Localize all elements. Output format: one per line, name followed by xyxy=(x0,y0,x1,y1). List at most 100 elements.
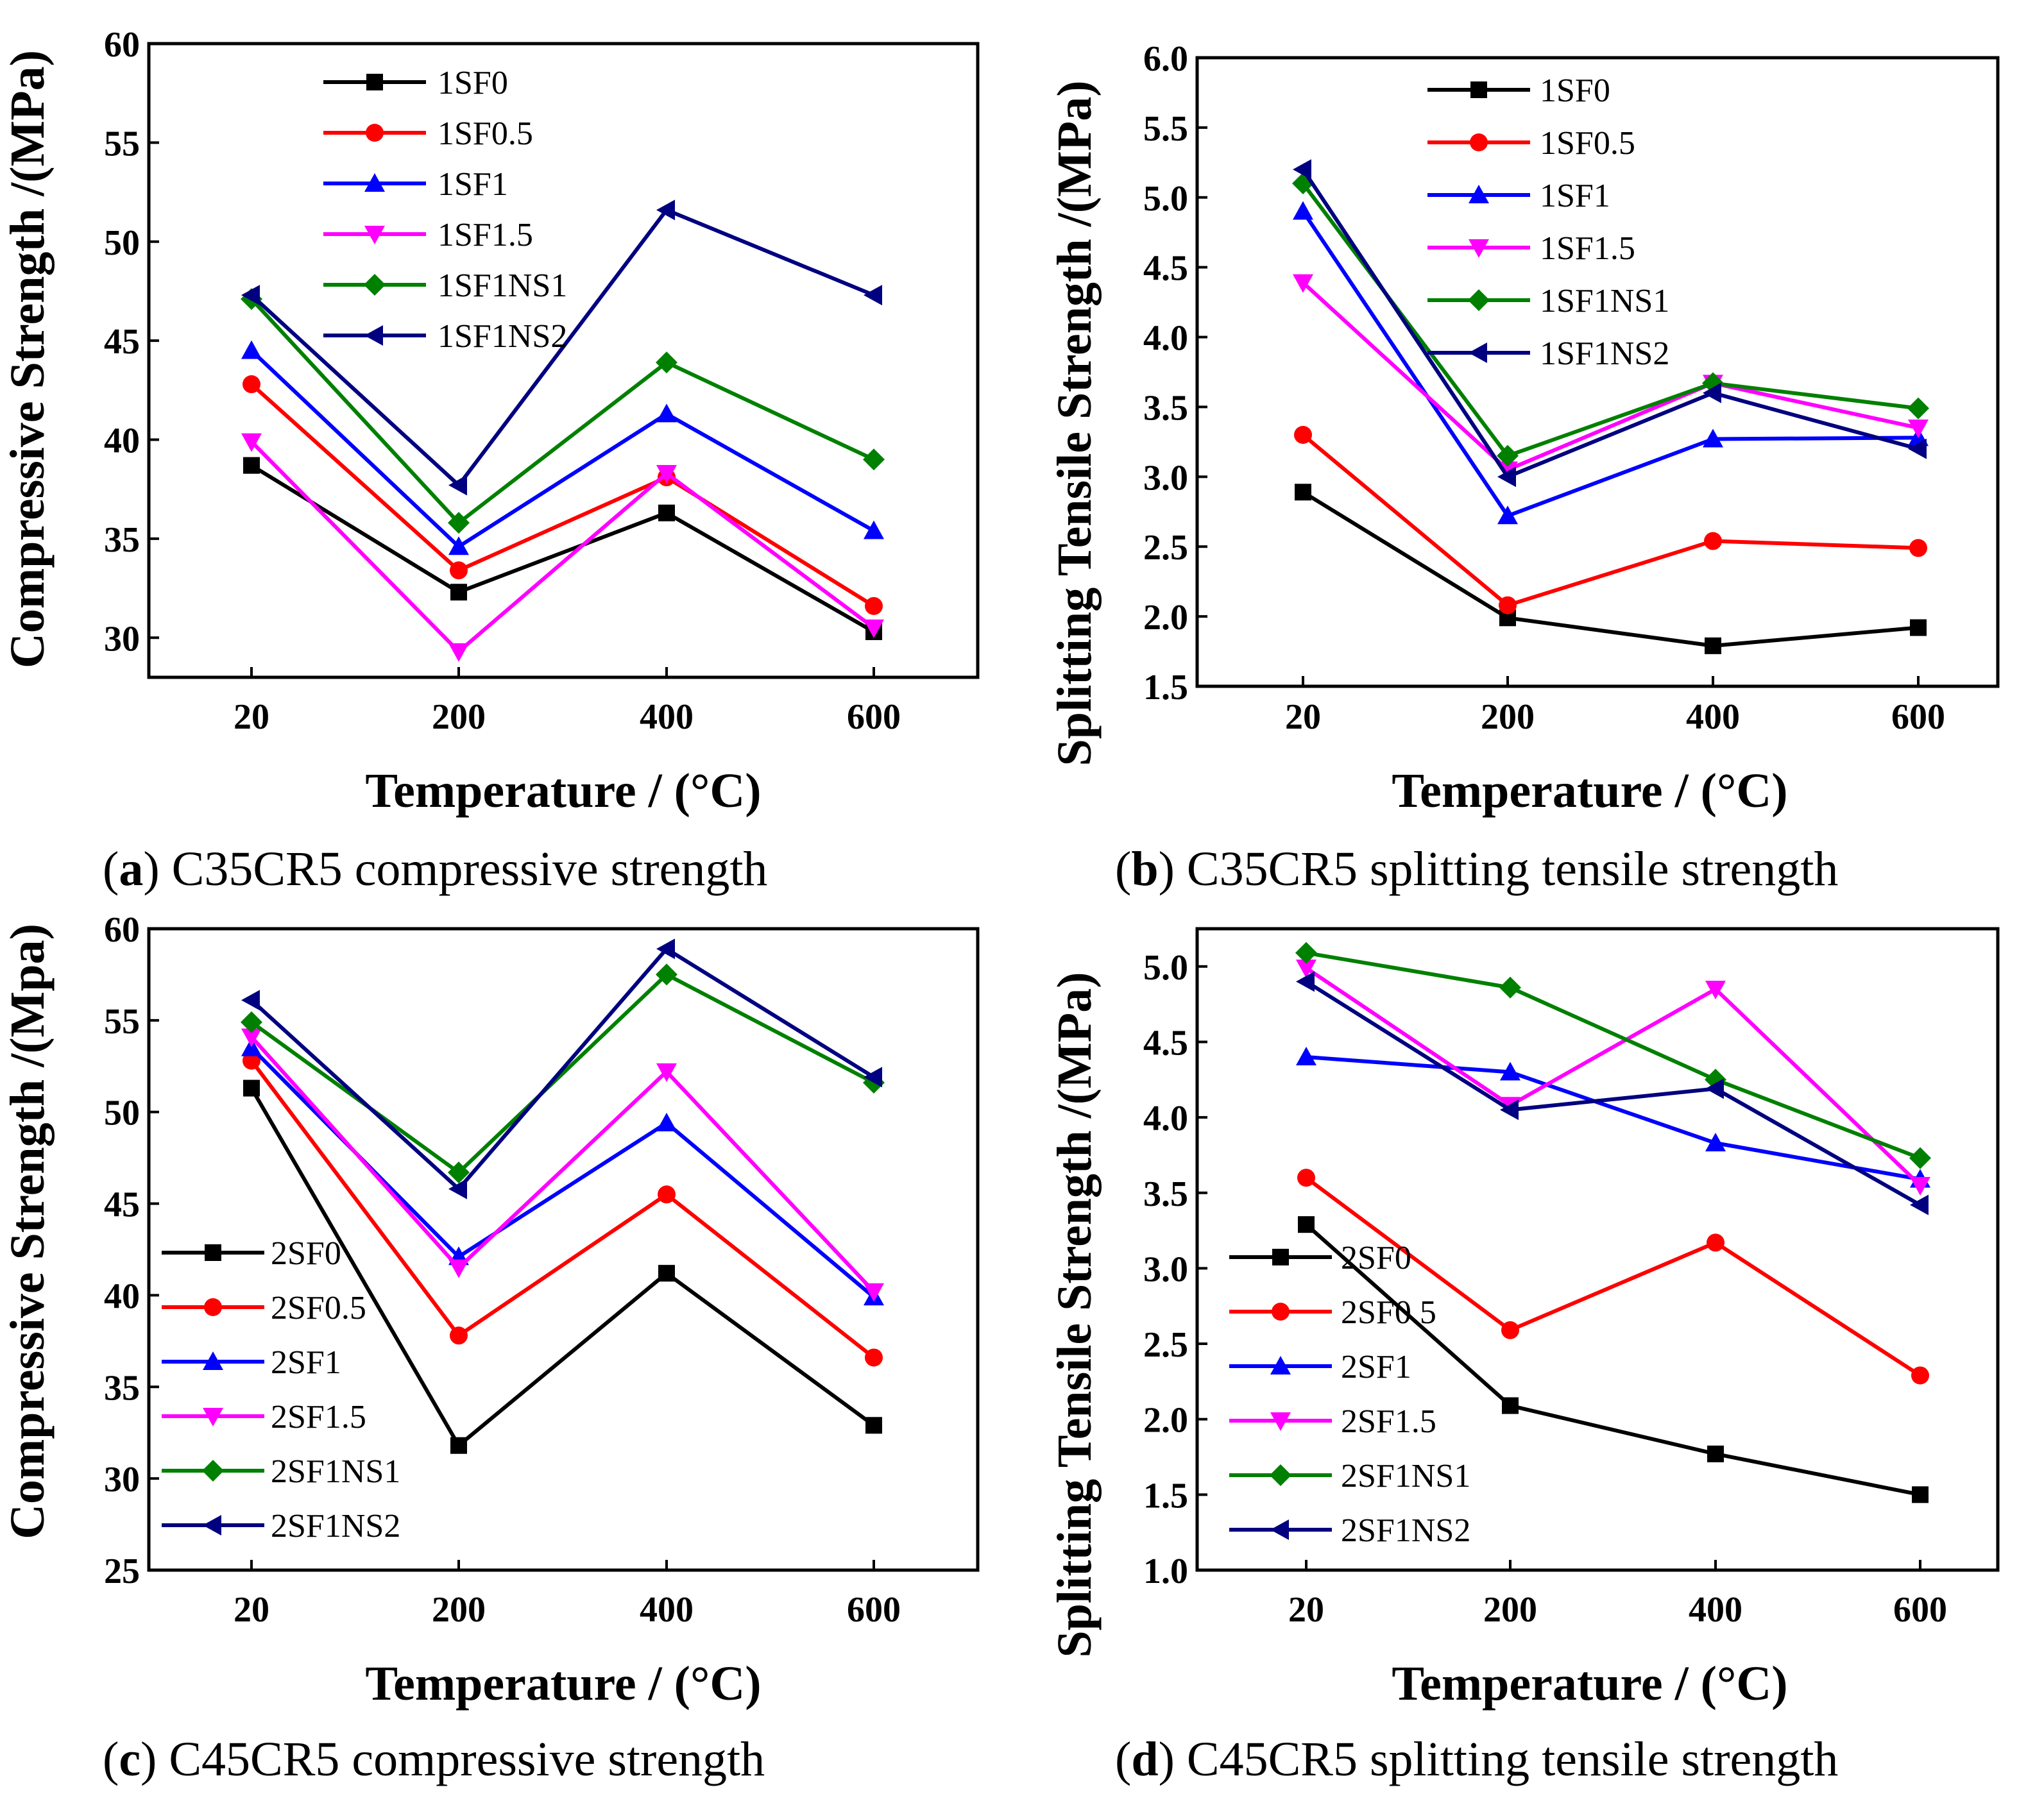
panel-d-plot-frame xyxy=(1195,927,2000,1572)
panel-b-xtick-label: 20 xyxy=(1285,697,1321,737)
panel-a-data-point xyxy=(864,520,884,539)
panel-a-data-point xyxy=(450,584,467,601)
panel-b-legend-marker xyxy=(1469,239,1489,258)
panel-d-ytick-label: 3.0 xyxy=(1143,1249,1188,1289)
panel-d-ytick-label: 4.5 xyxy=(1143,1023,1188,1063)
panel-a-legend-label: 1SF0 xyxy=(438,65,508,101)
panel-a-legend-label: 1SF1 xyxy=(438,166,508,203)
panel-a-legend-marker xyxy=(364,274,386,296)
panel-b-data-point xyxy=(1704,532,1722,550)
panel-a-series-1sf1ns1 xyxy=(241,288,885,534)
panel-a-series-line xyxy=(250,382,875,608)
panel-d-legend-label: 2SF1NS2 xyxy=(1341,1512,1470,1549)
panel-b-data-point xyxy=(1705,637,1721,654)
panel-d-ytick-label: 5.0 xyxy=(1143,948,1188,988)
panel-b-legend-label: 1SF1 xyxy=(1540,178,1610,214)
panel-a-series-1sf1 xyxy=(241,340,884,555)
panel-c-data-point xyxy=(448,1178,467,1199)
panel-d-series-line xyxy=(1306,1055,1921,1181)
panel-c-series-2sf1-5 xyxy=(241,1028,884,1302)
panel-c-ytick-label: 35 xyxy=(104,1368,140,1408)
panel-d-xtick-label: 600 xyxy=(1893,1590,1947,1630)
panel-c-legend-label: 2SF1NS1 xyxy=(271,1453,400,1490)
panel-c-data-point xyxy=(658,1265,675,1282)
panel-d-series-line xyxy=(1305,979,1921,1207)
panel-c-data-point xyxy=(658,1185,676,1204)
panel-a-xtick-label: 20 xyxy=(234,697,269,737)
panel-a-ytick-label: 50 xyxy=(104,223,140,263)
panel-d-data-point xyxy=(1500,1099,1519,1121)
panel-a-series-1sf1-5 xyxy=(241,433,884,662)
panel-a-data-point xyxy=(864,285,882,306)
panel-c-legend-label: 2SF1 xyxy=(271,1344,341,1381)
panel-b-ytick-label: 3.5 xyxy=(1143,388,1188,428)
panel-d-data-point xyxy=(1295,942,1317,964)
panel-b-ytick-label: 3.0 xyxy=(1143,458,1188,498)
panel-a-legend-marker xyxy=(364,173,385,192)
panel-d-series-line xyxy=(1305,966,1922,1187)
panel-c-data-point xyxy=(450,1437,467,1454)
panel-c-data-point xyxy=(865,1417,882,1434)
panel-c-ytick-label: 60 xyxy=(104,910,140,950)
panel-a-data-point xyxy=(241,433,262,452)
panel-a-data-point xyxy=(864,619,884,638)
panel-a-data-point xyxy=(656,403,677,423)
panel-b-legend-marker xyxy=(1468,289,1490,311)
panel-a-data-point xyxy=(450,561,468,580)
panel-d-data-point xyxy=(1297,1169,1315,1187)
panel-d-data-point xyxy=(1707,1445,1724,1462)
caption-c-text: C45CR5 compressive strength xyxy=(169,1732,765,1786)
panel-a-ytick-label: 30 xyxy=(104,619,140,659)
panel-b-data-point xyxy=(1497,505,1518,525)
panel-b-ytick-label: 6.0 xyxy=(1143,39,1188,79)
panel-b-ytick-label: 5.5 xyxy=(1143,109,1188,149)
panel-a-series-1sf1ns2 xyxy=(241,199,882,496)
panel-a-ytick-label: 60 xyxy=(104,25,140,65)
caption-d-letter: d xyxy=(1131,1732,1159,1786)
panel-b-ytick-label: 4.5 xyxy=(1143,249,1188,289)
panel-b-data-point xyxy=(1293,201,1313,220)
panel-c-ytick-label: 40 xyxy=(104,1276,140,1316)
panel-d-legend-marker xyxy=(1272,1303,1290,1321)
panel-c-data-point xyxy=(656,938,675,960)
panel-b-legend-label: 1SF1NS2 xyxy=(1540,335,1669,372)
panel-c-data-point xyxy=(864,1283,884,1302)
caption-d: (d) C45CR5 splitting tensile strength xyxy=(1115,1732,1839,1786)
panel-c-ytick-label: 50 xyxy=(104,1094,140,1133)
panel-b-series-line xyxy=(1302,433,1919,607)
panel-b-plot-frame xyxy=(1195,56,2000,688)
panel-d-ytick-label: 1.0 xyxy=(1143,1552,1188,1591)
panel-c-legend-label: 2SF0.5 xyxy=(271,1290,366,1326)
panel-a-data-point xyxy=(241,285,260,306)
panel-d-data-point xyxy=(1502,1397,1519,1414)
panel-b-data-point xyxy=(1499,596,1517,614)
panel-a-data-point xyxy=(863,448,885,471)
panel-d-data-point xyxy=(1296,960,1316,979)
panel-a-legend-marker xyxy=(366,124,384,142)
panel-d-data-point xyxy=(1911,1366,1929,1385)
panel-b-data-point xyxy=(1703,428,1723,448)
panel-b-xtick-label: 600 xyxy=(1891,697,1945,737)
panel-c-x-axis-title: Temperature / (°C) xyxy=(365,1657,761,1711)
panel-d-series-2sf1ns2 xyxy=(1296,971,1929,1215)
panel-a-ytick-label: 35 xyxy=(104,520,140,560)
panel-d-series-2sf1-5 xyxy=(1296,960,1930,1196)
panel-a-xtick-label: 600 xyxy=(847,697,901,737)
panel-d-legend-label: 2SF0.5 xyxy=(1341,1294,1436,1331)
panel-c-data-point xyxy=(241,990,260,1011)
panel-d-ytick-label: 3.5 xyxy=(1143,1174,1188,1214)
panel-d-data-point xyxy=(1912,1486,1929,1503)
panel-a-y-axis-title: Compressive Strength /(MPa) xyxy=(1,50,55,668)
panel-c-xtick-label: 20 xyxy=(234,1590,269,1630)
panel-a-data-point xyxy=(243,457,260,474)
panel-b-series-1sf1 xyxy=(1293,201,1929,525)
panel-a-ytick-label: 55 xyxy=(104,124,140,164)
panel-c-ytick-label: 30 xyxy=(104,1460,140,1500)
panel-d-series-2sf0-5 xyxy=(1297,1169,1929,1385)
panel-b-xtick-label: 200 xyxy=(1481,697,1535,737)
panel-c-legend-marker xyxy=(203,1408,223,1426)
panel-a-xtick-label: 400 xyxy=(640,697,694,737)
panel-a-ytick-label: 45 xyxy=(104,322,140,362)
panel-d-series-line xyxy=(1306,951,1921,1160)
